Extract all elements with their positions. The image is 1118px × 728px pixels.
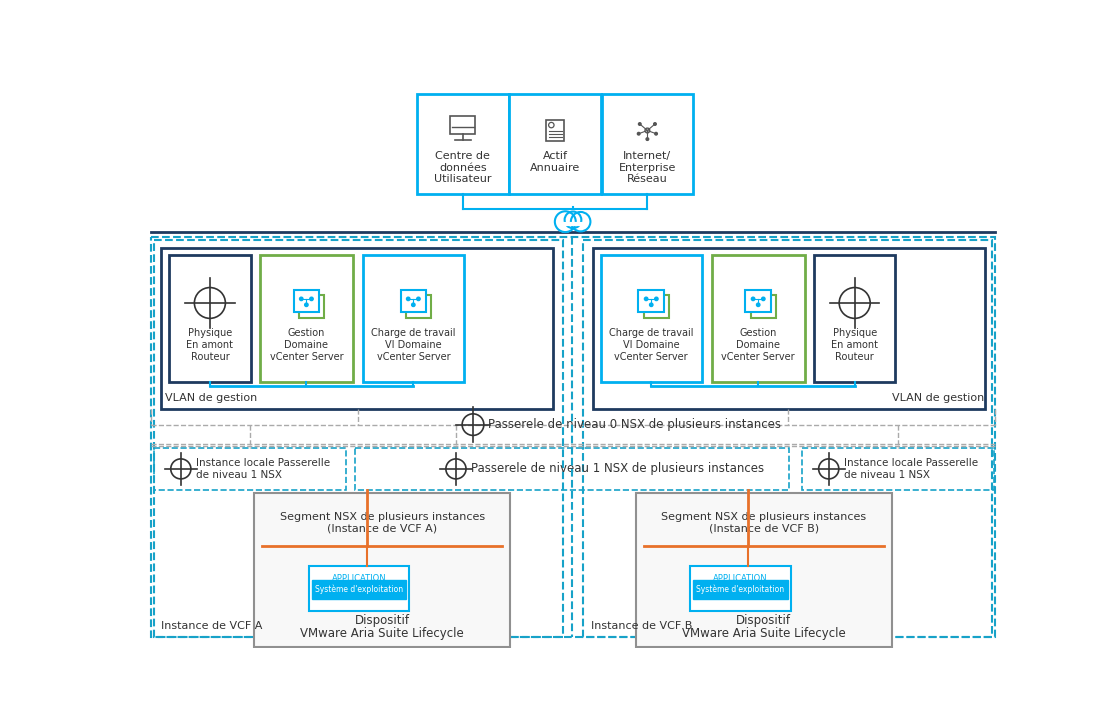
Text: Segment NSX de plusieurs instances
(Instance de VCF A): Segment NSX de plusieurs instances (Inst… <box>280 512 485 533</box>
Circle shape <box>644 297 647 301</box>
Circle shape <box>310 297 313 301</box>
Text: Dispositif: Dispositif <box>736 614 792 627</box>
Bar <box>712 256 805 382</box>
Bar <box>814 256 896 382</box>
Text: Passerele de niveau 1 NSX de plusieurs instances: Passerele de niveau 1 NSX de plusieurs i… <box>472 462 765 475</box>
Circle shape <box>407 297 410 301</box>
Text: Actif
Annuaire: Actif Annuaire <box>530 151 580 173</box>
Text: Instance locale Passerelle
de niveau 1 NSX: Instance locale Passerelle de niveau 1 N… <box>197 458 331 480</box>
Bar <box>169 256 250 382</box>
Bar <box>547 119 563 141</box>
Circle shape <box>654 123 656 125</box>
Bar <box>690 566 790 611</box>
Circle shape <box>638 123 641 125</box>
Text: Système d'exploitation: Système d'exploitation <box>315 585 404 594</box>
Circle shape <box>411 303 415 306</box>
Bar <box>312 580 406 598</box>
Text: Segment NSX de plusieurs instances
(Instance de VCF B): Segment NSX de plusieurs instances (Inst… <box>661 512 866 533</box>
Bar <box>750 296 776 317</box>
Circle shape <box>637 132 639 135</box>
Bar <box>644 296 670 317</box>
Text: APPLICATION: APPLICATION <box>332 574 387 583</box>
Text: Système d'exploitation: Système d'exploitation <box>697 585 785 594</box>
Bar <box>294 290 319 312</box>
Circle shape <box>650 303 653 306</box>
Circle shape <box>761 297 765 301</box>
Circle shape <box>300 297 303 301</box>
Text: Instance de VCF B: Instance de VCF B <box>590 621 692 631</box>
Circle shape <box>417 297 420 301</box>
Circle shape <box>646 138 648 141</box>
Text: Instance de VCF A: Instance de VCF A <box>161 621 263 631</box>
Bar <box>746 290 771 312</box>
Bar <box>356 448 789 490</box>
Text: VLAN de gestion: VLAN de gestion <box>891 393 984 403</box>
Bar <box>802 448 994 490</box>
Circle shape <box>757 303 760 306</box>
Bar <box>153 240 562 637</box>
Text: Centre de
données
Utilisateur: Centre de données Utilisateur <box>434 151 492 184</box>
Bar <box>600 256 702 382</box>
Bar <box>636 493 891 647</box>
Bar <box>161 248 552 409</box>
Bar <box>309 566 409 611</box>
Bar <box>255 493 510 647</box>
Text: Charge de travail
VI Domaine
vCenter Server: Charge de travail VI Domaine vCenter Ser… <box>371 328 455 362</box>
Text: Gestion
Domaine
vCenter Server: Gestion Domaine vCenter Server <box>721 328 795 362</box>
Text: Internet/
Enterprise
Réseau: Internet/ Enterprise Réseau <box>618 151 676 184</box>
Bar <box>693 580 788 598</box>
Text: Gestion
Domaine
vCenter Server: Gestion Domaine vCenter Server <box>269 328 343 362</box>
Bar <box>400 290 426 312</box>
Text: Charge de travail
VI Domaine
vCenter Server: Charge de travail VI Domaine vCenter Ser… <box>609 328 693 362</box>
Text: Instance locale Passerelle
de niveau 1 NSX: Instance locale Passerelle de niveau 1 N… <box>844 458 978 480</box>
Bar <box>259 256 353 382</box>
Bar <box>406 296 432 317</box>
Bar <box>584 240 993 637</box>
Bar <box>151 237 995 637</box>
Circle shape <box>655 297 659 301</box>
Bar <box>510 93 600 194</box>
Text: Physique
En amont
Routeur: Physique En amont Routeur <box>831 328 878 362</box>
Bar <box>363 256 464 382</box>
Bar <box>451 116 475 133</box>
Text: VMware Aria Suite Lifecycle: VMware Aria Suite Lifecycle <box>301 627 464 640</box>
Text: Passerele de niveau 0 NSX de plusieurs instances: Passerele de niveau 0 NSX de plusieurs i… <box>489 418 781 431</box>
Bar <box>601 93 693 194</box>
Bar <box>638 290 664 312</box>
Bar <box>153 448 345 490</box>
Text: VMware Aria Suite Lifecycle: VMware Aria Suite Lifecycle <box>682 627 845 640</box>
Circle shape <box>751 297 755 301</box>
Text: APPLICATION: APPLICATION <box>713 574 768 583</box>
Bar <box>594 248 985 409</box>
Circle shape <box>655 132 657 135</box>
Circle shape <box>555 211 576 232</box>
Circle shape <box>305 303 309 306</box>
Bar <box>299 296 324 317</box>
Circle shape <box>565 212 581 228</box>
Text: VLAN de gestion: VLAN de gestion <box>165 393 257 403</box>
Circle shape <box>571 212 590 232</box>
Bar <box>417 93 509 194</box>
Text: Dispositif: Dispositif <box>354 614 410 627</box>
Text: Physique
En amont
Routeur: Physique En amont Routeur <box>187 328 234 362</box>
